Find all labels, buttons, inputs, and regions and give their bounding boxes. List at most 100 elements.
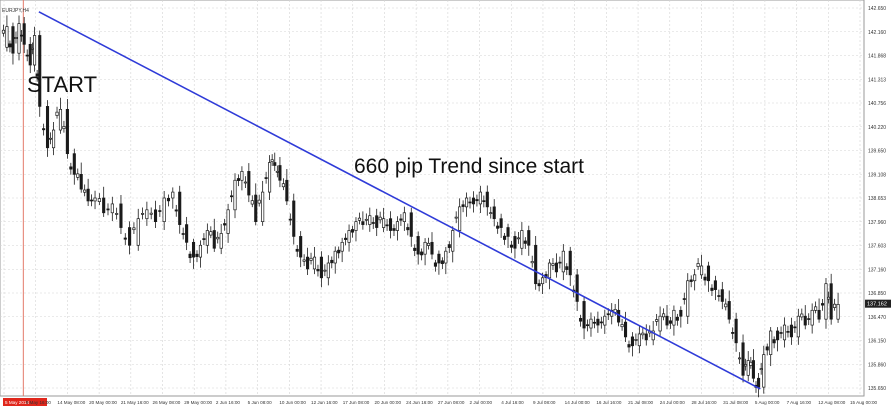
candle-body — [333, 250, 337, 264]
y-tick-label: 141.313 — [868, 77, 886, 83]
y-tick-label: 136.470 — [868, 315, 886, 321]
candle-body — [243, 181, 247, 184]
x-tick-label: 24 Jul 00:00 — [660, 400, 685, 405]
candle-body — [275, 170, 279, 173]
candle-body — [273, 162, 277, 166]
candle-body — [55, 111, 59, 116]
candle-body — [145, 209, 149, 220]
x-tick-label: 4 Jul 16:00 — [501, 400, 524, 405]
candle-body — [475, 199, 479, 202]
candle-body — [323, 269, 327, 272]
candle-body — [468, 201, 472, 204]
candle-body — [185, 224, 189, 243]
candle-body — [350, 229, 355, 233]
candle-body — [361, 221, 365, 225]
candle-body — [703, 276, 707, 281]
candle-body — [499, 218, 503, 228]
candle-body — [579, 317, 583, 322]
candle-body — [610, 309, 614, 317]
candle-body — [8, 43, 12, 48]
candle-body — [820, 303, 825, 306]
x-tick-label: 10 Jun 00:00 — [279, 400, 306, 405]
candle-body — [720, 289, 724, 302]
candle-body — [128, 227, 132, 246]
candle-body — [751, 360, 755, 379]
candle-body — [306, 256, 310, 270]
candle-body — [592, 321, 596, 324]
candle-body — [195, 253, 199, 257]
candle-body — [69, 166, 73, 170]
candle-body — [482, 200, 486, 202]
candle-body — [651, 330, 655, 341]
candle-body — [257, 199, 261, 204]
symbol-label: EURJPY,H4 — [2, 8, 29, 14]
candle-body — [530, 261, 534, 264]
candle-body — [45, 106, 50, 149]
candle-body — [202, 238, 206, 240]
candle-body — [478, 191, 482, 205]
candle-body — [672, 309, 676, 326]
candle-body — [357, 217, 361, 221]
candle-body — [11, 26, 15, 54]
candle-body — [420, 251, 424, 256]
candle-body — [757, 377, 761, 388]
candle-body — [627, 344, 631, 348]
candle-body — [796, 315, 800, 338]
candle-body — [72, 153, 76, 175]
candle-body — [413, 247, 417, 251]
candle-body — [191, 241, 196, 258]
x-tick-label: 20 Jun 00:00 — [374, 400, 401, 405]
candle-body — [378, 216, 382, 221]
candle-body — [779, 332, 783, 334]
candle-body — [205, 230, 209, 246]
y-tick-label: 141.868 — [868, 54, 886, 60]
candle-body — [458, 206, 462, 231]
candle-body — [620, 324, 624, 328]
x-tick-label: 17 Jun 08:00 — [343, 400, 370, 405]
candle-body — [174, 209, 178, 212]
candle-body — [814, 306, 818, 311]
candle-body — [90, 199, 94, 202]
candle-body — [437, 253, 441, 264]
candle-body — [149, 212, 153, 215]
candle-body — [178, 191, 182, 225]
y-tick-label: 139.108 — [868, 172, 886, 178]
candle-body — [123, 237, 127, 240]
candle-body — [696, 263, 700, 267]
candle-body — [22, 23, 26, 45]
candle-body — [285, 179, 289, 202]
candle-body — [506, 227, 510, 237]
x-tick-label: 15 Aug 00:00 — [850, 400, 878, 405]
candle-body — [270, 159, 274, 162]
candle-body — [106, 208, 110, 211]
candle-body — [299, 236, 303, 258]
candle-body — [465, 197, 469, 208]
candle-body — [14, 37, 18, 39]
candle-body — [79, 174, 83, 190]
x-tick-label: 9 Jul 08:00 — [533, 400, 556, 405]
candle-body — [132, 227, 136, 231]
candle-body — [789, 324, 793, 338]
start-annotation: START — [27, 72, 98, 97]
candle-body — [93, 197, 97, 202]
candle-body — [658, 315, 662, 332]
candle-body — [86, 188, 90, 202]
candle-body — [706, 265, 711, 282]
x-tick-label: 20 May 00:00 — [89, 400, 117, 405]
candle-body — [268, 162, 272, 193]
candle-body — [551, 263, 555, 266]
x-tick-label: 28 Jul 16:00 — [691, 400, 716, 405]
candle-body — [319, 256, 323, 279]
candle-body — [686, 280, 690, 317]
candle-body — [278, 165, 282, 181]
candle-body — [759, 368, 763, 370]
candle-body — [447, 244, 451, 248]
candle-body — [769, 330, 773, 355]
candle-body — [537, 283, 541, 287]
candle-body — [212, 230, 216, 249]
candle-body — [644, 333, 648, 341]
candle-body — [568, 250, 572, 276]
candle-body — [42, 128, 46, 131]
